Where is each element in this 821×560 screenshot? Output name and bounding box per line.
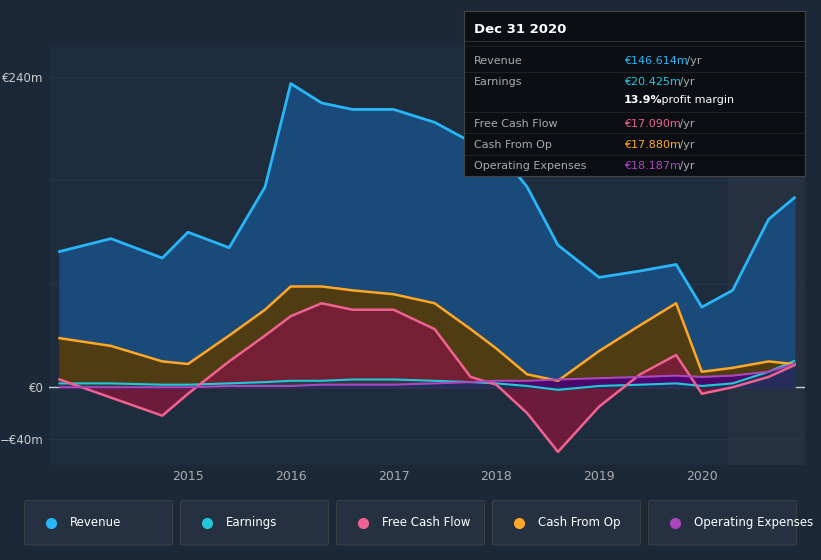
Text: Revenue: Revenue <box>474 56 523 66</box>
Text: Cash From Op: Cash From Op <box>538 516 620 529</box>
Text: profit margin: profit margin <box>658 95 734 105</box>
Text: €17.090m: €17.090m <box>624 119 681 129</box>
Text: €17.880m: €17.880m <box>624 140 681 150</box>
Text: /yr: /yr <box>677 140 695 150</box>
FancyBboxPatch shape <box>493 501 640 545</box>
FancyBboxPatch shape <box>649 501 796 545</box>
Text: Operating Expenses: Operating Expenses <box>694 516 813 529</box>
Text: €146.614m: €146.614m <box>624 56 688 66</box>
Text: Operating Expenses: Operating Expenses <box>474 161 586 171</box>
Bar <box>727 45 805 465</box>
FancyBboxPatch shape <box>337 501 484 545</box>
Text: 13.9%: 13.9% <box>624 95 663 105</box>
Text: Free Cash Flow: Free Cash Flow <box>474 119 557 129</box>
Text: /yr: /yr <box>677 119 695 129</box>
Text: /yr: /yr <box>682 56 701 66</box>
Text: Cash From Op: Cash From Op <box>474 140 552 150</box>
FancyBboxPatch shape <box>25 501 172 545</box>
Text: /yr: /yr <box>677 161 695 171</box>
FancyBboxPatch shape <box>181 501 328 545</box>
Text: Earnings: Earnings <box>226 516 277 529</box>
Text: Free Cash Flow: Free Cash Flow <box>382 516 470 529</box>
Text: Dec 31 2020: Dec 31 2020 <box>474 23 566 36</box>
Text: €20.425m: €20.425m <box>624 77 681 87</box>
Text: Earnings: Earnings <box>474 77 523 87</box>
Text: Revenue: Revenue <box>70 516 122 529</box>
Text: /yr: /yr <box>677 77 695 87</box>
Text: €18.187m: €18.187m <box>624 161 681 171</box>
